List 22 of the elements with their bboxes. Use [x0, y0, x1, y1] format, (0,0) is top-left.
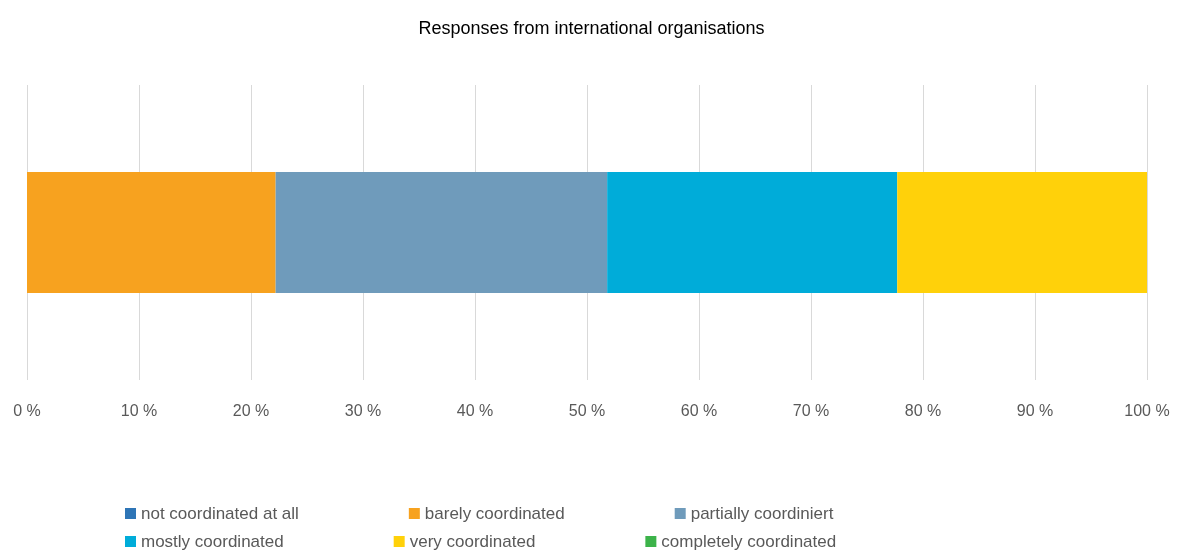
x-tick-label: 10 %	[120, 401, 158, 419]
bar	[275, 172, 608, 293]
x-tick-label: 0 %	[13, 401, 41, 419]
x-tick-label: 50 %	[568, 401, 606, 419]
bar	[27, 172, 276, 293]
x-tick-label: 40 %	[456, 401, 494, 419]
x-tick-label: 30 %	[344, 401, 382, 419]
legend-label: barely coordinated	[424, 504, 565, 523]
chart-title: Responses from international organisations	[418, 18, 765, 38]
x-tick-label: 80 %	[904, 401, 942, 419]
legend-label: completely coordinated	[661, 532, 837, 551]
legend-label: mostly coordinated	[141, 532, 284, 551]
x-tick-label: 70 %	[792, 401, 830, 419]
x-tick-label: 20 %	[232, 401, 270, 419]
x-tick-label: 90 %	[1016, 401, 1054, 419]
bar	[897, 172, 1147, 293]
x-tick-label: 60 %	[680, 401, 718, 419]
legend-label: not coordinated at all	[141, 504, 299, 523]
legend-label: very coordinated	[409, 532, 536, 551]
bar	[607, 172, 898, 293]
legend-label: partially coordiniert	[690, 504, 834, 523]
x-tick-label: 100 %	[1124, 401, 1170, 419]
